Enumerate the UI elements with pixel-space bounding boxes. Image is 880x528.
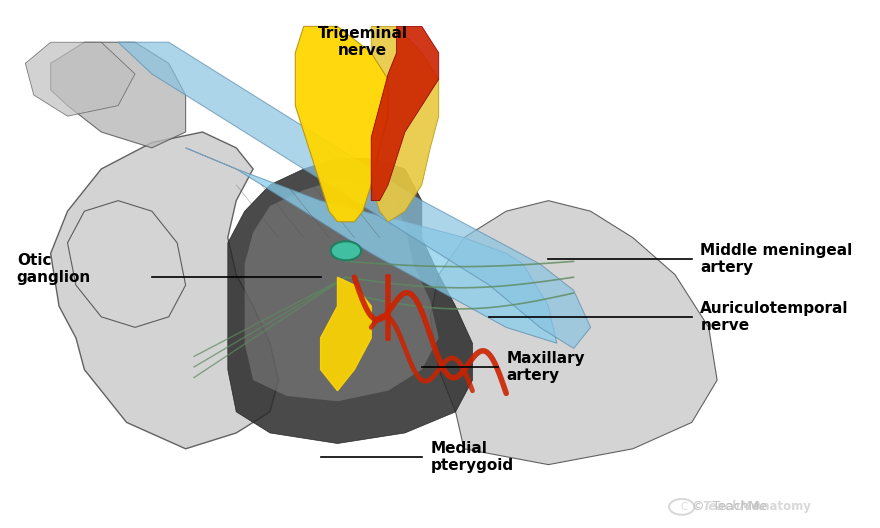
Text: Anatomy: Anatomy: [753, 501, 812, 513]
Polygon shape: [371, 26, 439, 222]
Polygon shape: [430, 201, 717, 465]
Text: Otic
ganglion: Otic ganglion: [17, 253, 92, 286]
Circle shape: [331, 241, 361, 260]
Polygon shape: [118, 42, 590, 348]
Text: Auriculotemporal
nerve: Auriculotemporal nerve: [700, 300, 849, 333]
Polygon shape: [245, 180, 439, 401]
Text: Maxillary
artery: Maxillary artery: [506, 351, 585, 383]
Text: Medial
pterygoid: Medial pterygoid: [430, 440, 513, 473]
Polygon shape: [68, 201, 186, 327]
Text: Middle meningeal
artery: Middle meningeal artery: [700, 242, 853, 275]
Text: ©  TeachMe: © TeachMe: [692, 501, 766, 513]
Polygon shape: [26, 42, 135, 116]
Text: ©  TeachMe: © TeachMe: [692, 501, 766, 513]
Polygon shape: [51, 42, 186, 148]
Text: Trigeminal
nerve: Trigeminal nerve: [318, 26, 407, 59]
Polygon shape: [371, 26, 439, 201]
Polygon shape: [228, 158, 473, 444]
Polygon shape: [296, 26, 388, 222]
Text: TeachMe: TeachMe: [702, 501, 759, 513]
Polygon shape: [51, 132, 278, 449]
Text: C: C: [680, 502, 686, 512]
Polygon shape: [320, 277, 371, 391]
Polygon shape: [186, 148, 557, 343]
